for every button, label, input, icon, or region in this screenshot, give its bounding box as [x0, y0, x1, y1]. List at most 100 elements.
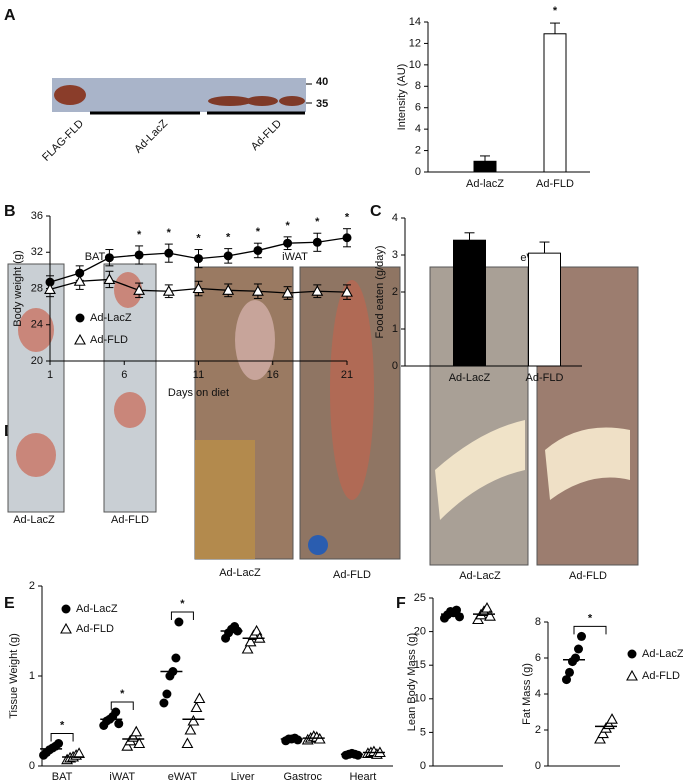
marker: [293, 735, 303, 745]
x-tick-label: Gastroc: [283, 771, 322, 782]
y-tick-label: 4: [535, 688, 541, 700]
photo-label: Ad-FLD: [333, 569, 371, 581]
photo-tissue: [330, 280, 374, 500]
marker: [121, 740, 134, 751]
y-tick-label: 8: [415, 80, 421, 92]
y-tick-label: 24: [31, 319, 43, 331]
bar: [528, 252, 561, 367]
marker: [162, 689, 172, 699]
bracket: [110, 701, 134, 710]
photo-detail: [195, 440, 255, 559]
marker: [181, 737, 194, 749]
marker: [342, 233, 352, 243]
lane-label: Ad-FLD: [249, 118, 284, 153]
significance: *: [60, 719, 65, 731]
legend-label: Ad-LacZ: [90, 312, 132, 324]
y-tick-label: 0: [415, 166, 421, 178]
y-axis-label: Lean Body Mass (g): [406, 633, 418, 731]
marker: [250, 624, 263, 636]
y-axis-label: Tissue Weight (g): [8, 633, 20, 719]
marker: [133, 737, 146, 749]
x-tick-label: Ad-FLD: [526, 372, 564, 384]
y-tick-label: 20: [414, 626, 426, 638]
marker: [571, 653, 580, 663]
x-tick-label: Ad-FLD: [536, 178, 574, 190]
legend-label: Ad-FLD: [76, 623, 114, 635]
marker: [171, 653, 181, 663]
blot-band: [54, 85, 86, 105]
y-axis-label: Fat Mass (g): [521, 663, 533, 725]
blot: [52, 78, 306, 112]
photo-tissue: [545, 427, 630, 500]
photo-tissue: [18, 308, 54, 352]
marker: [194, 254, 203, 264]
y-tick-label: 5: [420, 726, 426, 738]
x-tick-label: eWAT: [168, 771, 198, 782]
legend-label: Ad-FLD: [642, 670, 680, 682]
x-tick-label: 1: [47, 369, 53, 381]
y-tick-label: 6: [535, 652, 541, 664]
y-tick-label: 36: [31, 210, 43, 222]
photo-label: Ad-FLD: [111, 514, 149, 526]
marker: [341, 285, 353, 297]
significance: *: [256, 226, 261, 238]
significance: *: [553, 5, 558, 17]
lane-label: Ad-LacZ: [132, 117, 170, 155]
significance: *: [167, 227, 172, 239]
marker: [111, 707, 121, 717]
marker: [484, 610, 496, 621]
photo-title: iWAT: [282, 251, 308, 263]
photo-label: Ad-LacZ: [219, 567, 261, 579]
y-tick-label: 28: [31, 282, 43, 294]
x-tick-label: 16: [267, 369, 279, 381]
marker: [606, 713, 618, 724]
legend-label: Ad-LacZ: [76, 603, 118, 615]
significance: *: [196, 232, 201, 244]
y-axis-label: Intensity (AU): [396, 64, 408, 131]
marker: [577, 631, 586, 641]
blot-marker: 35: [316, 98, 328, 110]
marker: [597, 727, 609, 739]
y-tick-label: 2: [392, 286, 398, 298]
legend-label: Ad-FLD: [90, 334, 128, 346]
y-tick-label: 1: [29, 670, 35, 682]
legend-marker: [75, 313, 85, 323]
significance: *: [137, 229, 142, 241]
marker: [174, 617, 184, 627]
y-tick-label: 12: [409, 37, 421, 49]
blot-marker: 40: [316, 76, 328, 88]
marker: [312, 237, 322, 247]
significance: *: [226, 232, 231, 244]
y-tick-label: 0: [535, 760, 541, 772]
significance: *: [285, 220, 290, 232]
marker: [283, 238, 293, 248]
marker: [281, 286, 294, 298]
marker: [193, 692, 206, 704]
photo-tissue: [16, 433, 56, 477]
y-tick-label: 2: [29, 580, 35, 592]
y-tick-label: 20: [31, 355, 43, 367]
x-tick-label: Ad-LacZ: [449, 372, 491, 384]
legend-marker: [74, 333, 86, 345]
x-tick-label: iWAT: [109, 771, 135, 782]
marker: [54, 739, 64, 748]
bracket: [50, 733, 74, 742]
y-tick-label: 4: [392, 212, 398, 224]
panel-label: A: [4, 7, 16, 24]
x-tick-label: Ad-lacZ: [466, 178, 504, 190]
significance: *: [180, 598, 185, 610]
legend-marker: [627, 649, 637, 659]
marker: [114, 719, 124, 729]
legend-label: Ad-LacZ: [642, 648, 683, 660]
x-tick-label: 6: [121, 369, 127, 381]
marker: [311, 285, 324, 296]
y-tick-label: 0: [420, 760, 426, 772]
marker: [241, 642, 254, 654]
y-tick-label: 4: [415, 123, 421, 135]
y-axis-label: Body weight (g): [12, 250, 24, 326]
legend-marker: [626, 669, 638, 681]
y-tick-label: 6: [415, 102, 421, 114]
x-tick-label: Heart: [349, 771, 376, 782]
photo-detail: [308, 535, 328, 555]
marker: [562, 675, 571, 685]
